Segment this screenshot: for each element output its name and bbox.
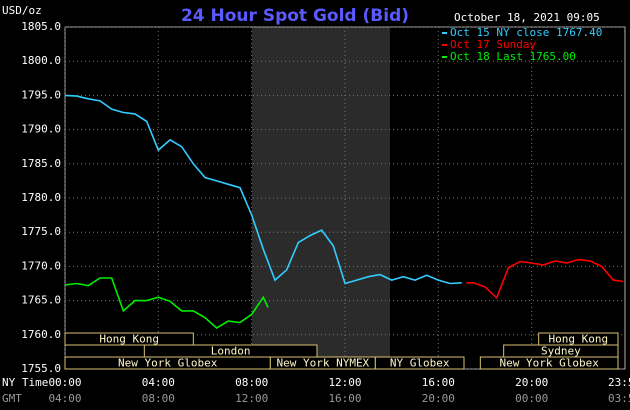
- session-box: [64, 332, 194, 346]
- y-tick-label: 1765.0: [21, 294, 61, 307]
- legend-label: Oct 17 Sunday: [450, 38, 536, 51]
- x2-axis-title: GMT: [2, 392, 22, 405]
- x-tick-label: 16:00: [422, 376, 455, 389]
- x2-tick-label: 20:00: [422, 392, 455, 405]
- session-label: Hong Kong: [99, 333, 159, 346]
- x-tick-label: 23:59: [608, 376, 630, 389]
- x2-tick-label: 12:00: [235, 392, 268, 405]
- session-label: Hong Kong: [549, 333, 609, 346]
- x-tick-label: 00:00: [48, 376, 81, 389]
- price-line: [64, 277, 269, 329]
- y-tick-label: 1760.0: [21, 328, 61, 341]
- x-tick-label: 04:00: [142, 376, 175, 389]
- x-tick-label: 12:00: [328, 376, 361, 389]
- y-tick-label: 1790.0: [21, 123, 61, 136]
- x2-tick-label: 08:00: [142, 392, 175, 405]
- session-label: New York NYMEX: [276, 357, 369, 370]
- x-axis-title: NY Time: [2, 376, 48, 389]
- price-line: [64, 94, 462, 285]
- session-label: London: [211, 345, 251, 358]
- y-tick-label: 1755.0: [21, 362, 61, 375]
- y-tick-label: 1800.0: [21, 54, 61, 67]
- session-label: New York Globex: [118, 357, 218, 370]
- x-tick-label: 20:00: [515, 376, 548, 389]
- session-label: Sydney: [541, 345, 581, 358]
- session-box: [374, 356, 465, 370]
- legend-label: Oct 18 Last 1765.00: [450, 50, 576, 63]
- y-tick-label: 1785.0: [21, 157, 61, 170]
- y-tick-label: 1770.0: [21, 259, 61, 272]
- x2-tick-label: 04:00: [48, 392, 81, 405]
- timestamp: October 18, 2021 09:05: [454, 11, 600, 24]
- y-axis-title: USD/oz: [2, 4, 42, 17]
- chart-title: 24 Hour Spot Gold (Bid): [181, 6, 409, 26]
- session-label: NY Globex: [390, 357, 450, 370]
- x2-tick-label: 00:00: [515, 392, 548, 405]
- y-tick-label: 1805.0: [21, 20, 61, 33]
- x-tick-label: 08:00: [235, 376, 268, 389]
- y-tick-label: 1780.0: [21, 191, 61, 204]
- price-line: [466, 258, 623, 300]
- y-tick-label: 1775.0: [21, 225, 61, 238]
- y-tick-label: 1795.0: [21, 88, 61, 101]
- session-label: New York Globex: [499, 357, 599, 370]
- session-box: [479, 356, 619, 370]
- legend-label: Oct 15 NY close 1767.40: [450, 26, 602, 39]
- x2-tick-label: 16:00: [328, 392, 361, 405]
- x2-tick-label: 03:59: [608, 392, 630, 405]
